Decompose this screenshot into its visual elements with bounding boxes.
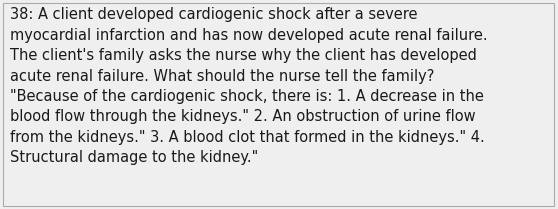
Text: 38: A client developed cardiogenic shock after a severe
myocardial infarction an: 38: A client developed cardiogenic shock… xyxy=(10,7,488,165)
